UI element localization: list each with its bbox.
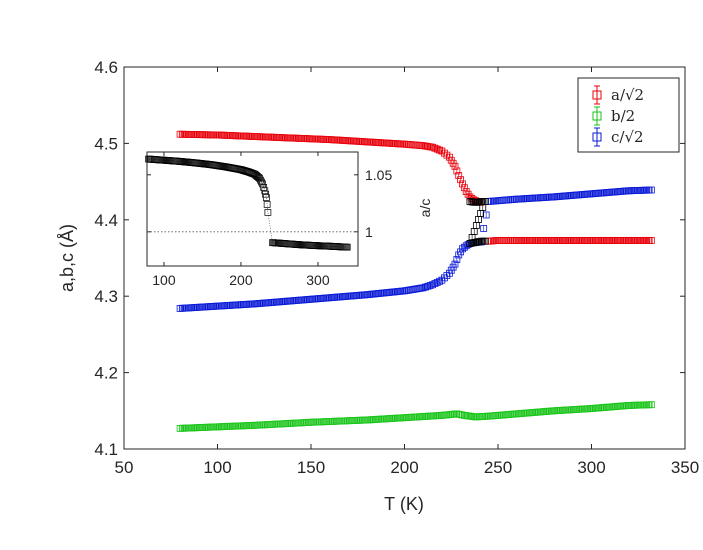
data-point (481, 237, 489, 245)
data-point (457, 176, 465, 184)
y-tick-label: 4.6 (94, 58, 118, 77)
data-point (458, 411, 466, 419)
y-tick-label: 4.4 (94, 211, 118, 230)
inset-data-point (264, 209, 272, 216)
inset-y-axis-label: a/c (417, 199, 433, 218)
y-tick-label: 4.5 (94, 134, 118, 153)
data-point (482, 211, 490, 219)
y-tick-label: 4.1 (94, 440, 118, 459)
inset-data-point (260, 183, 268, 191)
data-point (438, 276, 446, 284)
data-point (647, 186, 655, 194)
data-point (419, 284, 427, 292)
series-3 (485, 236, 655, 245)
data-point (431, 280, 439, 287)
data-point (429, 143, 436, 151)
series-1 (176, 401, 655, 432)
data-point (422, 283, 429, 291)
inset-data-point (257, 176, 264, 184)
legend-entry-a: a/√2 (592, 85, 644, 105)
data-point (433, 279, 441, 286)
data-point (438, 147, 446, 155)
legend-marker-c (592, 132, 602, 142)
inset-data-point (262, 190, 269, 198)
inset-x-tick-label: 100 (152, 272, 176, 288)
data-point (443, 272, 451, 279)
data-point (455, 172, 463, 179)
legend-marker-b (592, 111, 602, 121)
data-point (451, 260, 459, 268)
legend-label-c: c/√2 (611, 128, 644, 146)
x-tick-label: 150 (297, 458, 325, 477)
data-point (429, 281, 436, 289)
inset-x-tick-label: 300 (306, 272, 330, 288)
data-point (431, 144, 439, 152)
inset-data-point (263, 201, 271, 208)
data-point (453, 410, 461, 418)
y-tick-label: 4.2 (94, 364, 118, 383)
legend-entry-c: c/√2 (592, 127, 644, 147)
inset-y-tick-label: 1.05 (365, 167, 392, 183)
y-axis-label: a,b,c (Å) (57, 224, 77, 292)
legend-box (577, 77, 680, 153)
data-point (455, 410, 463, 418)
data-point (453, 167, 461, 175)
data-point (451, 162, 459, 170)
x-axis-label: T (K) (384, 494, 424, 514)
inset-data-point (258, 178, 265, 186)
series-0 (176, 130, 485, 206)
data-point (647, 401, 655, 409)
data-point (443, 151, 451, 159)
legend-label-a: a/√2 (611, 86, 644, 104)
series-4 (466, 197, 489, 247)
inset-data-point (261, 187, 269, 195)
inset-axis-ticks: 100 200 300 1 1.05 (147, 152, 392, 288)
x-tick-label: 300 (577, 458, 605, 477)
data-point (426, 282, 434, 289)
main-series-layer (176, 130, 655, 432)
inset-series-0 (145, 155, 351, 251)
y-tick-label: 4.3 (94, 287, 118, 306)
data-point (440, 149, 448, 157)
inset-data-point (263, 194, 270, 201)
inset-data-point (343, 243, 351, 251)
data-point (424, 282, 432, 290)
inset-x-tick-label: 200 (229, 272, 253, 288)
legend-label-b: b/2 (611, 107, 635, 125)
inset-y-tick-label: 1 (365, 224, 373, 240)
x-tick-label: 250 (484, 458, 512, 477)
x-tick-label: 50 (115, 458, 134, 477)
data-point (453, 256, 461, 263)
data-point (460, 184, 468, 192)
x-tick-label: 100 (203, 458, 231, 477)
x-tick-label: 350 (671, 458, 699, 477)
main-axis-ticks: 50 100 150 200 250 300 350 4.1 4.2 4.3 4.4 4.5 4.6 (94, 58, 699, 477)
data-point (480, 225, 488, 232)
legend-entry-b: b/2 (592, 106, 635, 126)
x-tick-label: 200 (390, 458, 418, 477)
data-point (436, 277, 443, 285)
inset-series-layer (145, 155, 358, 251)
data-point (647, 237, 655, 244)
legend-marker-a (592, 90, 602, 100)
data-point (440, 274, 448, 282)
data-point (459, 180, 466, 188)
data-point (433, 145, 441, 153)
inset-data-point (259, 180, 266, 188)
